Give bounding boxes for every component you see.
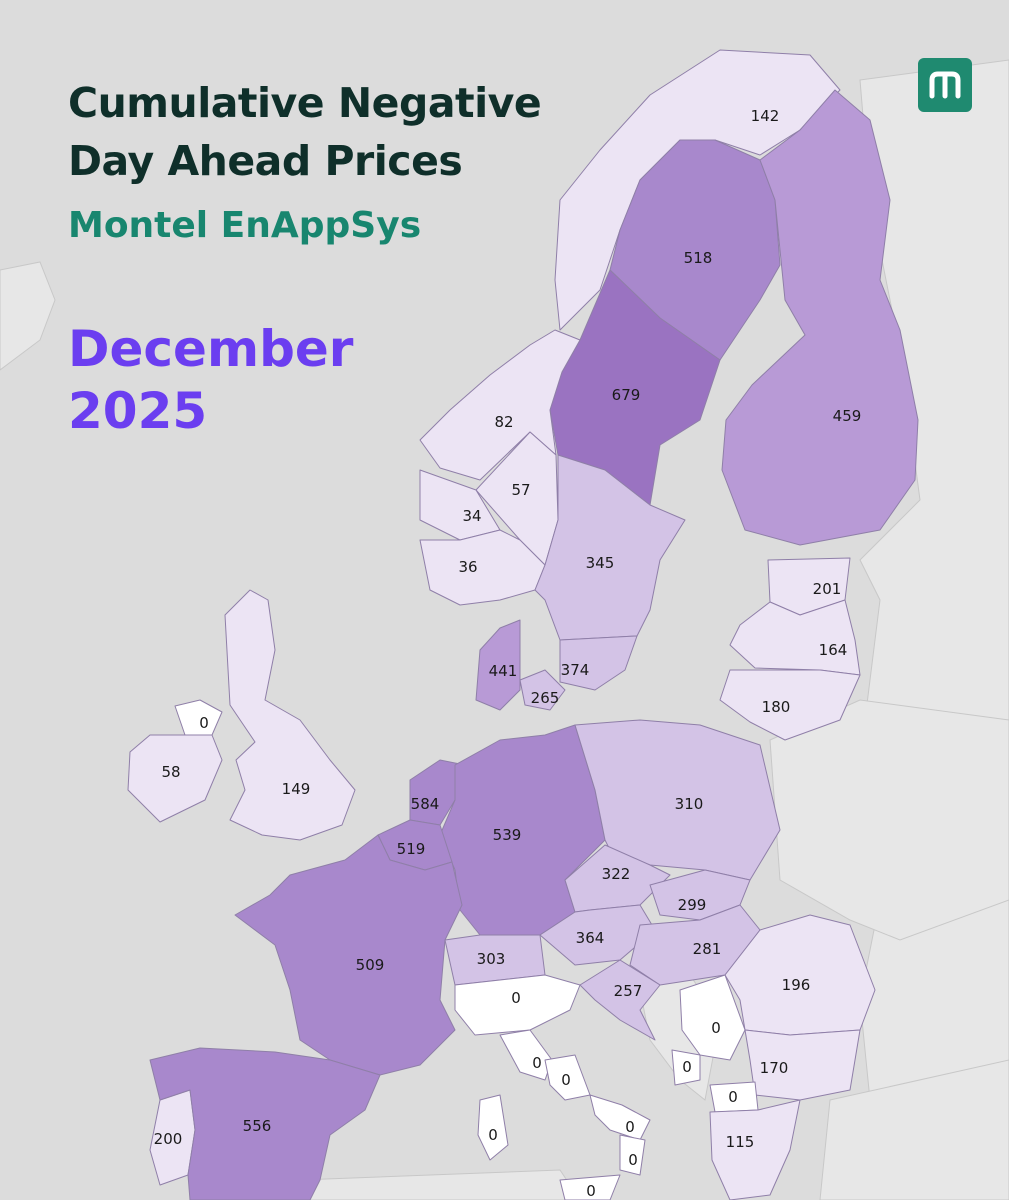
region-it-sardinia xyxy=(477,1094,509,1161)
map-title: Cumulative Negative Day Ahead Prices xyxy=(68,74,542,190)
label-dk-west: 441 xyxy=(488,662,518,680)
label-de: 539 xyxy=(492,826,522,844)
label-nl: 584 xyxy=(410,795,440,813)
label-se3: 345 xyxy=(585,554,615,572)
period-label: December 2025 xyxy=(68,318,353,442)
region-se1 xyxy=(609,139,781,361)
region-fr xyxy=(234,834,463,1076)
iceland-land xyxy=(0,261,56,371)
region-dk-east xyxy=(519,669,566,711)
label-fi: 459 xyxy=(832,407,862,425)
label-cz: 322 xyxy=(601,865,631,883)
label-ro: 196 xyxy=(781,976,811,994)
label-it-calabria: 0 xyxy=(628,1151,638,1169)
title-line-2: Day Ahead Prices xyxy=(68,137,463,185)
label-gb: 149 xyxy=(281,780,311,798)
map-subtitle: Montel EnAppSys xyxy=(68,205,422,246)
label-no-west: 34 xyxy=(462,507,482,525)
region-es xyxy=(149,1047,381,1200)
region-fi xyxy=(721,89,919,546)
montel-m-icon xyxy=(929,71,961,99)
region-at xyxy=(539,904,656,966)
label-ni: 0 xyxy=(199,714,209,732)
region-no-north xyxy=(554,49,841,331)
label-it-sicily: 0 xyxy=(586,1182,596,1200)
label-ie: 58 xyxy=(161,763,181,781)
region-it-sicily xyxy=(559,1174,621,1200)
label-at: 364 xyxy=(575,929,605,947)
label-se1: 518 xyxy=(683,249,713,267)
label-me: 0 xyxy=(682,1058,692,1076)
region-bg xyxy=(744,1029,861,1101)
title-line-1: Cumulative Negative xyxy=(68,79,542,127)
label-no-east: 57 xyxy=(511,481,531,499)
label-hu: 281 xyxy=(692,940,722,958)
label-sk: 299 xyxy=(677,896,707,914)
label-it-north: 0 xyxy=(511,989,521,1007)
label-dk-east: 265 xyxy=(530,689,560,707)
turkey-land xyxy=(819,1059,1009,1200)
belarus-ukraine-land xyxy=(769,699,1009,941)
label-no-mid: 82 xyxy=(494,413,514,431)
region-ro xyxy=(724,914,876,1036)
label-it-south: 0 xyxy=(625,1118,635,1136)
label-ch: 303 xyxy=(476,950,506,968)
label-mk: 0 xyxy=(728,1088,738,1106)
region-it-north xyxy=(454,974,581,1036)
label-ee: 201 xyxy=(812,580,842,598)
label-gr: 115 xyxy=(725,1133,755,1151)
label-it-cnorth: 0 xyxy=(532,1054,542,1072)
region-se4 xyxy=(559,635,638,691)
region-lt xyxy=(719,669,861,741)
label-pt: 200 xyxy=(153,1130,183,1148)
label-it-csouth: 0 xyxy=(561,1071,571,1089)
region-it-csouth xyxy=(544,1054,591,1101)
region-si-hr xyxy=(579,959,661,1041)
period-month: December xyxy=(68,320,354,378)
label-pl: 310 xyxy=(674,795,704,813)
region-gb xyxy=(224,589,356,841)
region-gr xyxy=(709,1099,801,1200)
label-it-sardinia: 0 xyxy=(488,1126,498,1144)
label-se4: 374 xyxy=(560,661,590,679)
label-no-north: 142 xyxy=(750,107,780,125)
region-it-calabria xyxy=(619,1134,646,1176)
label-no-south: 36 xyxy=(458,558,478,576)
label-fr: 509 xyxy=(355,956,385,974)
region-rs xyxy=(679,974,746,1061)
label-lt: 180 xyxy=(761,698,791,716)
label-si-hr: 257 xyxy=(613,982,643,1000)
montel-logo xyxy=(918,58,972,112)
region-ni xyxy=(174,699,223,736)
region-dk-west xyxy=(475,619,521,711)
region-me xyxy=(671,1049,701,1086)
region-ie xyxy=(127,734,223,823)
region-lv xyxy=(729,599,861,676)
label-lv: 164 xyxy=(818,641,848,659)
label-es: 556 xyxy=(242,1117,272,1135)
region-no-mid xyxy=(419,329,581,481)
period-year: 2025 xyxy=(68,382,208,440)
label-rs: 0 xyxy=(711,1019,721,1037)
label-be: 519 xyxy=(396,840,426,858)
price-regions xyxy=(127,49,919,1200)
label-se2: 679 xyxy=(611,386,641,404)
label-bg: 170 xyxy=(759,1059,789,1077)
